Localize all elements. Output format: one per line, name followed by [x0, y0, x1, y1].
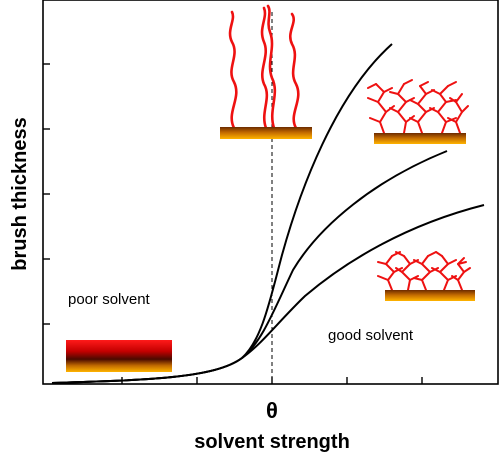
stretched-brush-illustration	[220, 4, 312, 139]
y-axis-label: brush thickness	[9, 117, 31, 270]
curve-low-grafting-density	[51, 204, 485, 384]
theta-label: θ	[266, 398, 278, 423]
good-solvent-brush-upper	[367, 79, 469, 144]
x-axis-label: solvent strength	[194, 431, 350, 453]
poor-solvent-label: poor solvent	[68, 291, 151, 308]
plot-frame	[42, 0, 499, 385]
good-solvent-label: good solvent	[328, 327, 414, 344]
curves	[51, 43, 485, 384]
collapsed-brush-illustration	[66, 340, 172, 372]
y-axis-ticks	[43, 63, 50, 325]
good-solvent-brush-lower	[377, 251, 475, 301]
